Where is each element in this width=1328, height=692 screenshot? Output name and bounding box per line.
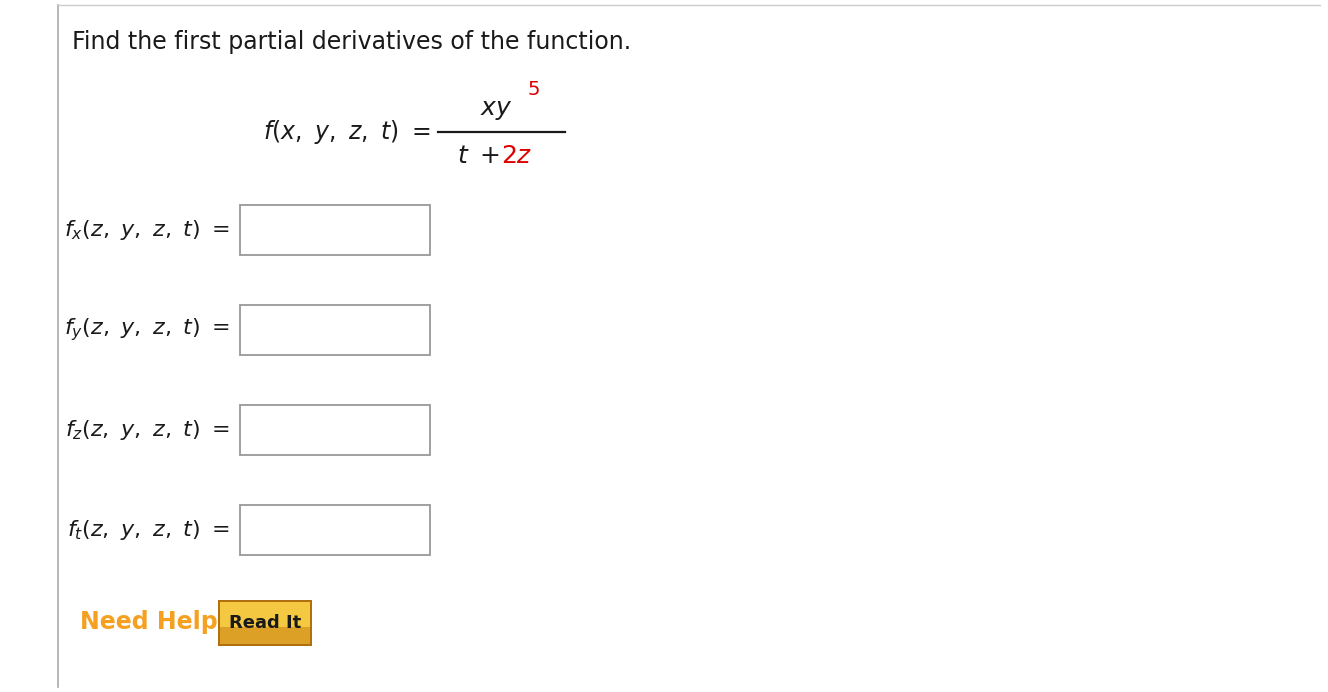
Text: $f_{t}(z,\ y,\ z,\ t)\ =$: $f_{t}(z,\ y,\ z,\ t)\ =$	[68, 518, 230, 542]
FancyBboxPatch shape	[240, 405, 430, 455]
Text: Read It: Read It	[228, 614, 301, 632]
FancyBboxPatch shape	[240, 505, 430, 555]
Text: Need Help?: Need Help?	[80, 610, 231, 634]
Text: $t\ +\ $: $t\ +\ $	[457, 144, 501, 168]
Text: $f(x,\ y,\ z,\ t)\ =$: $f(x,\ y,\ z,\ t)\ =$	[263, 118, 430, 146]
Text: $f_{z}(z,\ y,\ z,\ t)\ =$: $f_{z}(z,\ y,\ z,\ t)\ =$	[65, 418, 230, 442]
FancyBboxPatch shape	[218, 600, 312, 646]
Text: $2z$: $2z$	[501, 144, 533, 168]
FancyBboxPatch shape	[240, 305, 430, 355]
Text: Find the first partial derivatives of the function.: Find the first partial derivatives of th…	[72, 30, 631, 54]
Text: $xy$: $xy$	[481, 98, 513, 122]
Text: $f_{x}(z,\ y,\ z,\ t)\ =$: $f_{x}(z,\ y,\ z,\ t)\ =$	[64, 218, 230, 242]
FancyBboxPatch shape	[240, 205, 430, 255]
FancyBboxPatch shape	[220, 602, 309, 644]
FancyBboxPatch shape	[220, 627, 309, 644]
Text: $f_{y}(z,\ y,\ z,\ t)\ =$: $f_{y}(z,\ y,\ z,\ t)\ =$	[64, 317, 230, 343]
Text: $5$: $5$	[527, 80, 540, 99]
